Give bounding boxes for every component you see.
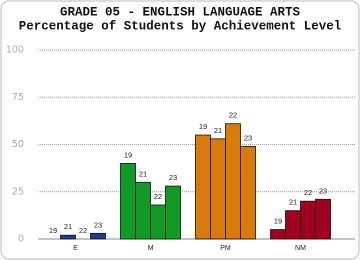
y-tick-label: 0 (18, 234, 24, 245)
bar (150, 204, 166, 240)
bar-label: 22 (229, 111, 237, 120)
bar-label: 22 (154, 192, 162, 201)
bar-label: 19 (49, 226, 57, 235)
bar (315, 198, 331, 240)
x-tick-label: PM (220, 245, 231, 252)
bar-label: 19 (274, 217, 282, 226)
bar-label: 21 (139, 169, 147, 178)
bar (120, 162, 136, 240)
chart-subtitle: Percentage of Students by Achievement Le… (19, 19, 342, 33)
bar-label: 23 (244, 133, 252, 142)
bar-label: 19 (124, 150, 132, 159)
bar-label: 23 (94, 220, 102, 229)
x-tick-label: M (148, 245, 154, 252)
bar-label: 22 (79, 226, 87, 235)
bar (135, 181, 151, 240)
x-tick-label: E (73, 245, 78, 252)
y-tick-label: 25 (12, 186, 24, 197)
y-tick-label: 50 (12, 139, 24, 150)
y-tick-label: 100 (6, 45, 24, 56)
bar (195, 134, 211, 240)
bar (225, 123, 241, 240)
bar (60, 234, 76, 240)
bar (270, 229, 286, 240)
bar (210, 138, 226, 240)
bar-label: 19 (199, 122, 207, 131)
bar-label: 21 (214, 126, 222, 135)
chart-title: GRADE 05 - ENGLISH LANGUAGE ARTS (60, 5, 301, 19)
x-tick-label: NM (295, 245, 306, 252)
bar-label: 22 (304, 188, 312, 197)
bar (165, 185, 181, 240)
bar (240, 145, 256, 240)
bar (285, 210, 301, 240)
bar-label: 23 (169, 173, 177, 182)
bar-label: 23 (319, 186, 327, 195)
bar-label: 21 (289, 198, 297, 207)
bar (300, 200, 316, 240)
bar (90, 232, 106, 240)
y-tick-label: 75 (12, 92, 24, 103)
bar-label: 21 (64, 222, 72, 231)
